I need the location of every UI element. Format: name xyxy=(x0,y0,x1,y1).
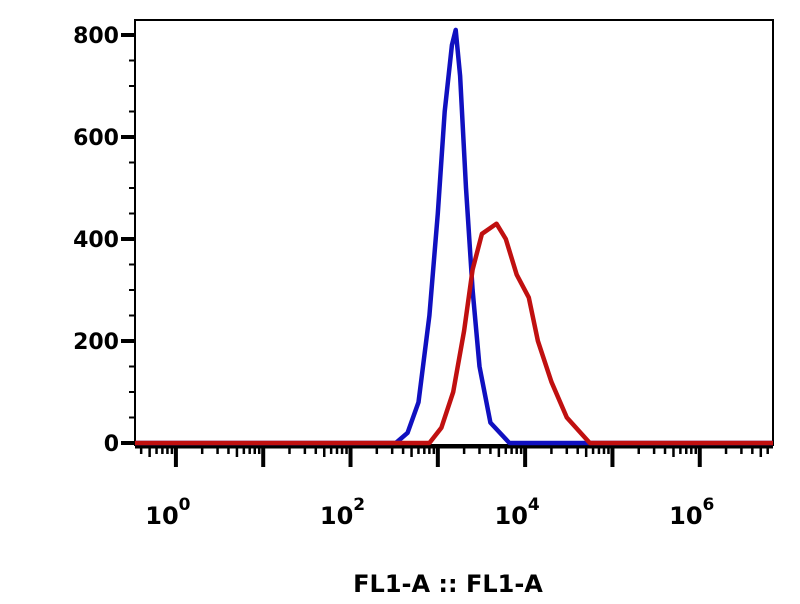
x-tick-label: 100 xyxy=(145,495,190,530)
series-line-2 xyxy=(135,221,773,446)
y-tick-label: 400 xyxy=(73,228,119,253)
series-line-1 xyxy=(135,27,773,446)
y-tick-label: 200 xyxy=(73,330,119,355)
x-tick-label: 102 xyxy=(320,495,365,530)
x-axis-label: FL1-A :: FL1-A xyxy=(353,570,543,598)
y-tick-label: 800 xyxy=(73,24,119,49)
x-tick-base: 10 xyxy=(669,502,702,530)
x-tick-label: 106 xyxy=(669,495,714,530)
x-tick-exponent: 0 xyxy=(179,495,191,515)
x-tick-label: 104 xyxy=(495,495,540,530)
x-tick-base: 10 xyxy=(145,502,178,530)
x-tick-exponent: 2 xyxy=(353,495,365,515)
plot-frame xyxy=(134,19,774,446)
x-tick-exponent: 6 xyxy=(703,495,715,515)
x-tick-exponent: 4 xyxy=(528,495,540,515)
x-tick-base: 10 xyxy=(320,502,353,530)
y-tick-label: 600 xyxy=(73,126,119,151)
x-tick-base: 10 xyxy=(495,502,528,530)
y-tick-label: 0 xyxy=(104,432,119,457)
